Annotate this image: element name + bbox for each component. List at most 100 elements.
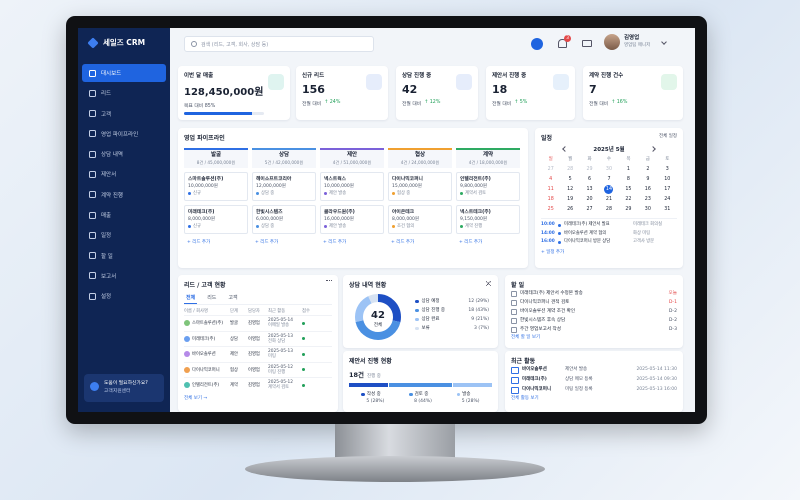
event-row[interactable]: 14:00 바이오솔루션 계약 협의 화상 미팅: [541, 230, 677, 239]
day-cell[interactable]: 4: [541, 175, 560, 184]
day-cell[interactable]: 29: [580, 165, 599, 174]
event-row[interactable]: 10:00 미래테크(주) 제안서 발표 미래테크 회의실: [541, 221, 677, 230]
menu-item[interactable]: 고객: [82, 105, 166, 123]
menu-item[interactable]: 상담 내역: [82, 145, 166, 163]
day-cell[interactable]: 6: [580, 175, 599, 184]
day-cell[interactable]: 10: [658, 175, 677, 184]
menu-item[interactable]: 대시보드: [82, 64, 166, 82]
deal-card[interactable]: 넥스트테크(주) 9,150,000원 계약 진행: [456, 205, 520, 234]
add-event-link[interactable]: + 일정 추가: [541, 249, 565, 255]
day-cell[interactable]: 19: [560, 195, 579, 204]
todo-row[interactable]: 한빛시스템즈 후속 상담 D-2: [511, 316, 677, 325]
table-row[interactable]: 바이오솔루션 제안 김영업 2025-05-13 미팅: [184, 346, 332, 362]
menu-item[interactable]: 계약 진행: [82, 186, 166, 204]
lead-avatar: [184, 320, 190, 327]
help-box[interactable]: 도움이 필요하신가요? 고객지원센터: [84, 374, 164, 402]
deal-card[interactable]: 미래테크(주) 8,000,000원 신규: [184, 205, 248, 234]
day-cell[interactable]: 27: [541, 165, 560, 174]
day-cell[interactable]: 26: [560, 205, 579, 214]
calendar-filter[interactable]: 전체 일정: [659, 134, 677, 139]
next-month[interactable]: [649, 146, 656, 152]
logo[interactable]: 세일즈 CRM: [87, 36, 145, 49]
event-row[interactable]: 16:00 다이나믹코퍼니 방문 상담 고객사 방문: [541, 238, 677, 247]
day-cell[interactable]: 29: [619, 205, 638, 214]
table-row[interactable]: 스마트솔루션(주) 발굴 김영업 2025-05-14 이메일 발송: [184, 315, 332, 331]
more-link[interactable]: 전체 할 일 보기: [511, 335, 541, 340]
user-menu[interactable]: 김영업 영업팀 매니저: [604, 34, 668, 50]
todo-row[interactable]: 주간 영업보고서 작성 D-3: [511, 325, 677, 334]
deal-card[interactable]: 인텔리전트(주) 9,800,000원 계약서 검토: [456, 172, 520, 201]
deal-card[interactable]: 다이나믹코퍼니 15,000,000원 협상 중: [388, 172, 452, 201]
day-cell[interactable]: 16: [638, 185, 657, 194]
day-cell[interactable]: 27: [580, 205, 599, 214]
add-lead-link[interactable]: + 리드 추가: [187, 240, 211, 245]
add-lead-link[interactable]: + 리드 추가: [323, 240, 347, 245]
day-cell[interactable]: 18: [541, 195, 560, 204]
day-cell[interactable]: 24: [658, 195, 677, 204]
add-lead-link[interactable]: + 리드 추가: [391, 240, 415, 245]
add-lead-link[interactable]: + 리드 추가: [255, 240, 279, 245]
menu-item[interactable]: 보고서: [82, 267, 166, 285]
avatar: [604, 34, 620, 50]
tab[interactable]: 고객: [228, 295, 238, 301]
day-cell[interactable]: 23: [638, 195, 657, 204]
day-cell[interactable]: 17: [658, 185, 677, 194]
table-row[interactable]: 다이나믹코퍼니 협상 이영업 2025-05-12 미팅 진행: [184, 361, 332, 378]
tab[interactable]: 전체: [184, 294, 198, 304]
mail-button[interactable]: [582, 40, 592, 47]
todo-row[interactable]: 바이오솔루션 계약 조건 확인 D-2: [511, 307, 677, 316]
day-cell[interactable]: 31: [658, 205, 677, 214]
menu-item[interactable]: 제안서: [82, 165, 166, 183]
day-cell[interactable]: 12: [560, 185, 579, 194]
day-cell[interactable]: 8: [619, 175, 638, 184]
deal-card[interactable]: 헤이소프트코리아 12,000,000원 상담 중: [252, 172, 316, 201]
deal-card[interactable]: 아이온테크 8,000,000원 조건 협의: [388, 205, 452, 234]
day-cell[interactable]: 9: [638, 175, 657, 184]
deal-card[interactable]: 클라우드원(주) 16,000,000원 제안 발송: [320, 205, 384, 234]
add-button[interactable]: [531, 38, 543, 50]
day-cell[interactable]: 13: [580, 185, 599, 194]
prev-month[interactable]: [562, 146, 569, 152]
notification-button[interactable]: 3: [558, 35, 571, 48]
day-cell[interactable]: 5: [560, 175, 579, 184]
tab[interactable]: 리드: [207, 295, 217, 301]
day-cell[interactable]: 3: [658, 165, 677, 174]
more-link[interactable]: 전체 보기 →: [184, 395, 208, 401]
table-row[interactable]: 미래테크(주) 상담 이영업 2025-05-13 전화 상담: [184, 330, 332, 347]
search-box[interactable]: 검색 (리드, 고객, 회사, 상담 등): [184, 36, 374, 52]
day-cell[interactable]: 11: [541, 185, 560, 194]
day-cell[interactable]: 22: [619, 195, 638, 204]
menu-item[interactable]: 할 일: [82, 247, 166, 265]
day-cell[interactable]: 15: [619, 185, 638, 194]
menu-item[interactable]: 일정: [82, 226, 166, 244]
close-button[interactable]: [486, 281, 491, 286]
menu-item[interactable]: 영업 파이프라인: [82, 125, 166, 143]
todo-row[interactable]: 다이나믹코퍼니 견적 검토 D-1: [511, 298, 677, 307]
day-cell[interactable]: 30: [638, 205, 657, 214]
activity-row[interactable]: 바이오솔루션 제안서 발송 2025-05-14 11:30: [511, 365, 677, 375]
table-row[interactable]: 인텔리전트(주) 계약 김영업 2025-05-12 계약서 검토: [184, 377, 332, 393]
day-cell[interactable]: 28: [560, 165, 579, 174]
add-lead-link[interactable]: + 리드 추가: [459, 240, 483, 245]
day-cell[interactable]: 14: [599, 185, 618, 194]
deal-card[interactable]: 넥스트웍스 10,000,000원 제안 발송: [320, 172, 384, 201]
activity-row[interactable]: 다이나믹코퍼니 미팅 일정 등록 2025-05-13 16:00: [511, 385, 677, 395]
more-menu[interactable]: [326, 280, 332, 283]
deal-card[interactable]: 스마트솔루션(주) 10,000,000원 신규: [184, 172, 248, 201]
more-link[interactable]: 전체 활동 보기: [511, 396, 539, 401]
day-cell[interactable]: 21: [599, 195, 618, 204]
menu-item[interactable]: 설정: [82, 287, 166, 305]
menu-icon: [89, 272, 96, 280]
activity-row[interactable]: 미래테크(주) 상담 메모 등록 2025-05-14 09:30: [511, 375, 677, 385]
day-cell[interactable]: 2: [638, 165, 657, 174]
menu-item[interactable]: 리드: [82, 84, 166, 102]
day-cell[interactable]: 20: [580, 195, 599, 204]
day-cell[interactable]: 7: [599, 175, 618, 184]
menu-item[interactable]: 매출: [82, 206, 166, 224]
day-cell[interactable]: 28: [599, 205, 618, 214]
day-cell[interactable]: 1: [619, 165, 638, 174]
todo-row[interactable]: 미래테크(주) 제안서 수정본 발송 오늘: [511, 289, 677, 298]
deal-card[interactable]: 한빛시스템즈 6,000,000원 상담 중: [252, 205, 316, 234]
day-cell[interactable]: 30: [599, 165, 618, 174]
day-cell[interactable]: 25: [541, 205, 560, 214]
